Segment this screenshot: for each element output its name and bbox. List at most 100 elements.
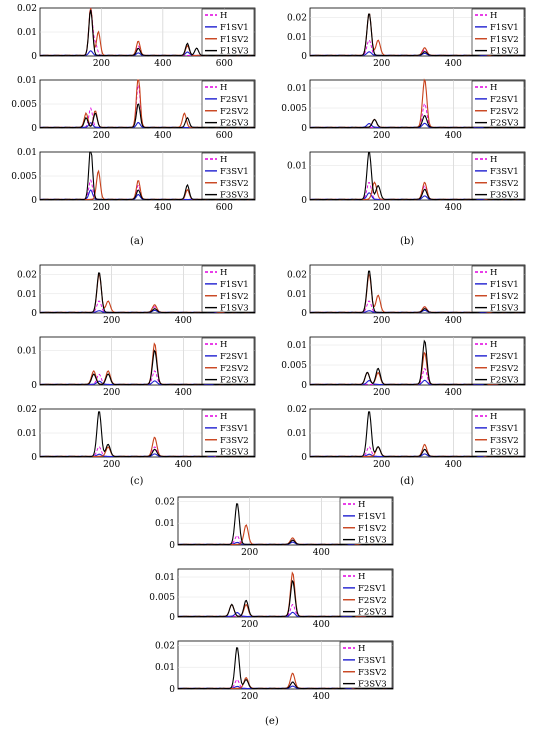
legend-label: F1SV3: [220, 304, 249, 314]
legend-label: F3SV3: [220, 191, 249, 201]
panel-label-e: (e): [265, 716, 279, 727]
y-tick-label: 0.01: [17, 347, 37, 357]
x-tick-label: 200: [93, 203, 110, 213]
subplot-row-1: 200 400 0 0.01 0.02 H F1SV1 F1SV2 F1SV3: [17, 264, 256, 326]
x-tick-label: 200: [103, 460, 120, 470]
y-tick-label: 0.005: [11, 100, 37, 110]
y-tick-label: 0.01: [17, 28, 37, 38]
series-line-f3sv3: [310, 151, 526, 201]
subplot-row-3: 200 400 0 0.01 0.02 H F3SV1 F3SV2 F3SV3: [155, 640, 394, 702]
legend-label: H: [490, 155, 497, 165]
legend-label: F2SV3: [358, 608, 387, 618]
y-tick-label: 0.01: [17, 290, 37, 300]
legend-label: F2SV1: [490, 95, 519, 105]
y-tick-label: 0.01: [155, 663, 175, 673]
y-tick-label: 0.02: [287, 271, 307, 281]
series-line-f3sv3: [40, 411, 256, 458]
legend-box: [201, 80, 255, 128]
legend-label: F3SV2: [220, 436, 249, 446]
legend-box: [471, 8, 525, 56]
series-line-f2sv3: [310, 115, 526, 129]
y-tick-label: 0.02: [287, 405, 307, 415]
legend-label: F1SV2: [220, 35, 249, 45]
x-tick-label: 400: [175, 388, 192, 398]
legend-label: F2SV1: [220, 95, 249, 105]
subplot-row-1: 200 400 600 0 0.01 0.02 H F1SV1 F1SV2 F1SV3: [17, 4, 256, 69]
legend-label: H: [358, 500, 365, 510]
y-tick-label: 0: [31, 52, 37, 62]
y-tick-label: 0: [31, 124, 37, 134]
panel-e: 200 400 0 0.01 0.02 H F1SV1 F1SV2 F1SV3 200 400 0 0.…: [149, 496, 394, 702]
legend-label: H: [490, 83, 497, 93]
panel-label-a: (a): [130, 236, 144, 247]
legend-box: [201, 409, 255, 457]
x-tick-label: 400: [154, 59, 171, 69]
x-tick-label: 200: [103, 316, 120, 326]
x-tick-label: 400: [445, 59, 462, 69]
y-tick-label: 0: [301, 196, 307, 206]
y-tick-label: 0: [31, 309, 37, 319]
legend-box: [339, 569, 393, 617]
y-tick-label: 0.01: [155, 573, 175, 583]
legend-box: [471, 80, 525, 128]
legend-label: F1SV2: [490, 292, 519, 302]
x-tick-label: 200: [373, 388, 390, 398]
panel-label-b: (b): [400, 236, 415, 247]
x-tick-label: 200: [241, 548, 258, 558]
legend-label: H: [220, 268, 227, 278]
subplot-row-1: 200 400 0 0.01 0.02 H F1SV1 F1SV2 F1SV3: [155, 496, 394, 558]
y-tick-label: 0.02: [155, 497, 175, 507]
x-tick-label: 200: [373, 59, 390, 69]
panel-c: 200 400 0 0.01 0.02 H F1SV1 F1SV2 F1SV3 200 400 0 0.…: [17, 264, 256, 470]
x-tick-label: 200: [373, 203, 390, 213]
legend-label: F1SV1: [490, 280, 519, 290]
legend-label: F2SV2: [490, 107, 519, 117]
legend-label: H: [490, 412, 497, 422]
x-tick-label: 200: [373, 316, 390, 326]
legend-label: F3SV1: [220, 424, 249, 434]
y-tick-label: 0: [169, 613, 175, 623]
y-tick-label: 0.005: [281, 104, 307, 114]
legend-label: F3SV3: [358, 680, 387, 690]
panel-label-c: (c): [130, 476, 144, 487]
x-tick-label: 400: [445, 203, 462, 213]
x-tick-label: 400: [175, 460, 192, 470]
legend-label: F1SV2: [490, 35, 519, 45]
legend-label: F3SV1: [490, 424, 519, 434]
y-tick-label: 0.02: [17, 405, 37, 415]
subplot-row-2: 200 400 0 0.005 0.01 H F2SV1 F2SV2 F2SV3: [281, 336, 526, 398]
legend-label: F1SV1: [358, 512, 387, 522]
panel-d: 200 400 0 0.01 0.02 H F1SV1 F1SV2 F1SV3 200 400 0 0.…: [281, 264, 526, 470]
legend-box: [201, 8, 255, 56]
series-line-f3sv3: [310, 411, 526, 458]
x-tick-label: 200: [241, 620, 258, 630]
legend-box: [201, 152, 255, 200]
subplot-row-2: 200 400 600 0 0.005 0.01 H F2SV1 F2SV2 F2SV3: [11, 76, 256, 141]
x-tick-label: 400: [445, 460, 462, 470]
legend-label: F3SV2: [220, 179, 249, 189]
x-tick-label: 200: [373, 460, 390, 470]
x-tick-label: 400: [154, 203, 171, 213]
x-tick-label: 400: [313, 548, 330, 558]
legend-label: F3SV2: [490, 436, 519, 446]
legend-label: H: [220, 11, 227, 21]
legend-label: F3SV2: [358, 668, 387, 678]
y-tick-label: 0.01: [287, 162, 307, 172]
legend-label: F1SV1: [220, 23, 249, 33]
x-tick-label: 200: [241, 692, 258, 702]
y-tick-label: 0.01: [287, 290, 307, 300]
y-tick-label: 0.01: [155, 519, 175, 529]
legend-box: [201, 265, 255, 313]
legend-box: [339, 641, 393, 689]
panel-b: 200 400 0 0.01 0.02 H F1SV1 F1SV2 F1SV3 200 400 0 0.…: [281, 7, 526, 213]
x-tick-label: 200: [103, 388, 120, 398]
legend-box: [471, 265, 525, 313]
legend-label: F2SV3: [490, 376, 519, 386]
x-tick-label: 400: [445, 131, 462, 141]
subplot-row-2: 200 400 0 0.005 0.01 H F2SV1 F2SV2 F2SV3: [149, 568, 394, 630]
y-tick-label: 0: [31, 381, 37, 391]
y-tick-label: 0.01: [287, 84, 307, 94]
legend-label: F2SV3: [490, 119, 519, 129]
x-tick-label: 400: [313, 692, 330, 702]
legend-label: H: [220, 412, 227, 422]
